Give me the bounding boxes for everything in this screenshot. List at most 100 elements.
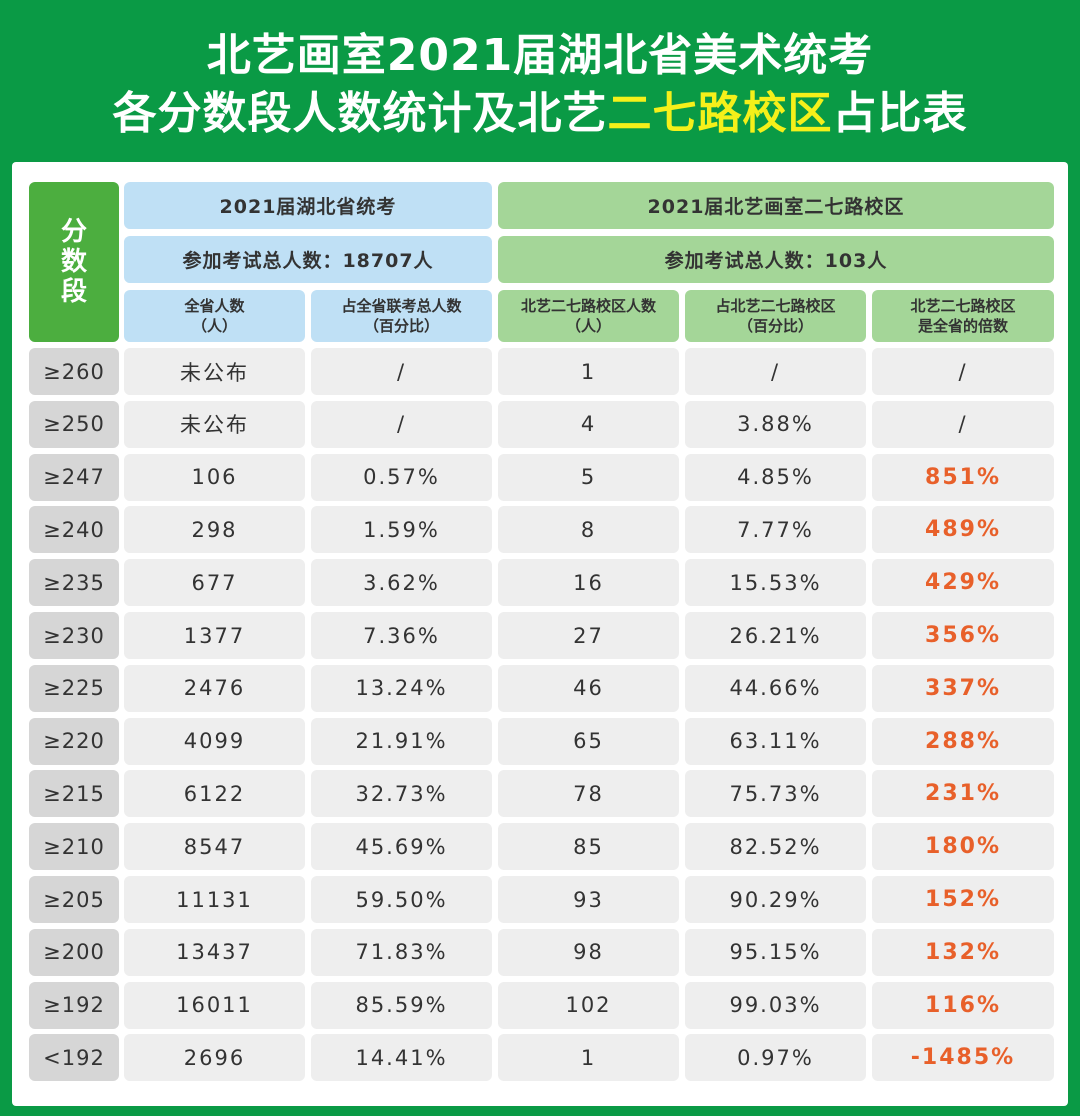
score-band-cell-value: ≥230 <box>43 623 105 648</box>
campus-pct-header: 占北艺二七路校区 （百分比） <box>685 290 866 342</box>
campus-pct-cell-value: 0.97% <box>737 1045 814 1070</box>
province-count-cell: 4099 <box>124 717 305 765</box>
score-band-cell: ≥235 <box>29 559 119 607</box>
campus-pct-cell-value: 99.03% <box>729 993 822 1018</box>
province-pct-cell: 3.62% <box>311 559 492 607</box>
province-pct-cell: 71.83% <box>311 928 492 976</box>
multiple-cell: / <box>872 348 1054 395</box>
score-band-char-3: 段 <box>60 277 87 307</box>
campus-count-cell-value: 16 <box>573 570 604 595</box>
multiple-cell-value: 356% <box>925 623 1001 648</box>
campus-count-cell-value: 85 <box>573 834 604 859</box>
province-count-cell-value: 6122 <box>183 781 246 806</box>
campus-total: 参加考试总人数：103人 <box>498 236 1054 283</box>
province-count-cell: 8547 <box>124 823 305 871</box>
province-pct-cell: 13.24% <box>311 664 492 712</box>
multiple-cell: 429% <box>872 559 1054 607</box>
multiple-cell: 152% <box>872 876 1054 923</box>
multiple-cell: 489% <box>872 506 1054 554</box>
province-pct-cell-value: / <box>396 359 407 384</box>
campus-count-cell: 98 <box>498 928 679 976</box>
province-count-header: 全省人数 （人） <box>124 290 305 342</box>
multiple-cell-value: 180% <box>925 834 1001 860</box>
score-band-cell: ≥215 <box>29 770 119 818</box>
province-pct-cell-value: 85.59% <box>355 993 448 1018</box>
multiple-cell-value: / <box>958 359 968 384</box>
campus-count-cell: 46 <box>498 664 679 712</box>
campus-pct-cell: 26.21% <box>685 612 866 659</box>
score-band-char-1: 分 <box>60 217 87 247</box>
province-pct-cell: / <box>311 348 492 395</box>
multiple-cell: 231% <box>872 770 1054 818</box>
province-count-cell: 未公布 <box>124 400 305 448</box>
campus-pct-cell: / <box>685 348 866 395</box>
province-count-cell-value: 8547 <box>183 834 246 859</box>
province-count-cell-value: 16011 <box>176 993 253 1018</box>
province-count-cell: 2696 <box>124 1034 305 1082</box>
province-count-cell: 106 <box>124 453 305 501</box>
campus-count-cell: 78 <box>498 770 679 818</box>
campus-count-cell: 85 <box>498 823 679 871</box>
score-band-cell-value: ≥260 <box>43 359 105 384</box>
province-count-cell: 11131 <box>124 876 305 923</box>
score-band-header: 分 数 段 <box>29 182 119 342</box>
campus-count-cell-value: 102 <box>565 993 612 1018</box>
province-pct-cell: / <box>311 400 492 448</box>
score-band-cell: ≥210 <box>29 823 119 871</box>
campus-pct-cell-value: 7.77% <box>737 517 814 542</box>
multiple-cell: / <box>872 400 1054 448</box>
campus-count-header: 北艺二七路校区人数 （人） <box>498 290 679 342</box>
campus-pct-cell-value: 44.66% <box>729 676 822 701</box>
campus-count-cell: 102 <box>498 981 679 1029</box>
score-band-cell: ≥247 <box>29 453 119 501</box>
province-pct-cell-value: 3.62% <box>363 570 440 595</box>
title-line-1: 北艺画室2021届湖北省美术统考 <box>206 30 874 81</box>
multiple-cell-value: 337% <box>925 675 1001 701</box>
campus-count-cell: 93 <box>498 876 679 923</box>
campus-count-cell: 1 <box>498 1034 679 1082</box>
province-total: 参加考试总人数：18707人 <box>124 236 492 283</box>
province-pct-cell: 59.50% <box>311 876 492 923</box>
multiple-cell: 180% <box>872 823 1054 871</box>
campus-pct-cell: 44.66% <box>685 664 866 712</box>
province-pct-cell: 0.57% <box>311 453 492 501</box>
title-line-2-prefix: 各分数段人数统计及北艺 <box>112 88 608 139</box>
campus-pct-cell-value: 63.11% <box>729 729 822 754</box>
score-band-cell-value: ≥192 <box>43 993 105 1018</box>
header-banner: 北艺画室2021届湖北省美术统考 各分数段人数统计及北艺二七路校区占比表 <box>0 0 1080 160</box>
multiple-cell: 851% <box>872 453 1054 501</box>
campus-count-header-l2: （人） <box>565 317 611 335</box>
multiple-cell-value: 489% <box>925 517 1001 543</box>
multiple-cell-value: 116% <box>925 992 1001 1018</box>
score-band-cell-value: ≥235 <box>43 570 105 595</box>
score-band-cell-value: ≥250 <box>43 412 105 437</box>
province-pct-cell-value: 45.69% <box>355 834 448 859</box>
campus-group-title: 2021届北艺画室二七路校区 <box>498 182 1054 229</box>
campus-count-cell-value: 46 <box>573 676 604 701</box>
campus-pct-cell-value: 82.52% <box>729 834 822 859</box>
multiple-header-l2: 是全省的倍数 <box>917 317 1008 335</box>
multiple-cell-value: 851% <box>925 464 1001 490</box>
campus-pct-cell: 15.53% <box>685 559 866 607</box>
campus-pct-cell-value: 95.15% <box>729 940 822 965</box>
province-pct-cell: 45.69% <box>311 823 492 871</box>
campus-pct-header-l1: 占北艺二七路校区 <box>715 297 836 315</box>
province-pct-cell-value: / <box>396 412 407 437</box>
campus-count-cell-value: 1 <box>580 359 597 384</box>
province-pct-cell: 85.59% <box>311 981 492 1029</box>
multiple-cell-value: -1485% <box>910 1045 1016 1071</box>
province-count-cell-value: 1377 <box>183 623 246 648</box>
campus-pct-cell: 0.97% <box>685 1034 866 1082</box>
province-count-cell-value: 13437 <box>176 940 253 965</box>
province-pct-cell-value: 0.57% <box>363 465 440 490</box>
table-panel: 分 数 段 2021届湖北省统考 参加考试总人数：18707人 全省人数 （人）… <box>12 162 1068 1106</box>
province-pct-cell-value: 21.91% <box>355 729 448 754</box>
province-count-cell: 13437 <box>124 928 305 976</box>
campus-pct-cell: 95.15% <box>685 928 866 976</box>
campus-pct-cell: 99.03% <box>685 981 866 1029</box>
campus-count-cell-value: 27 <box>573 623 604 648</box>
province-pct-cell-value: 71.83% <box>355 940 448 965</box>
score-band-cell-value: ≥220 <box>43 729 105 754</box>
multiple-cell: -1485% <box>872 1034 1054 1082</box>
score-band-cell: ≥225 <box>29 664 119 712</box>
